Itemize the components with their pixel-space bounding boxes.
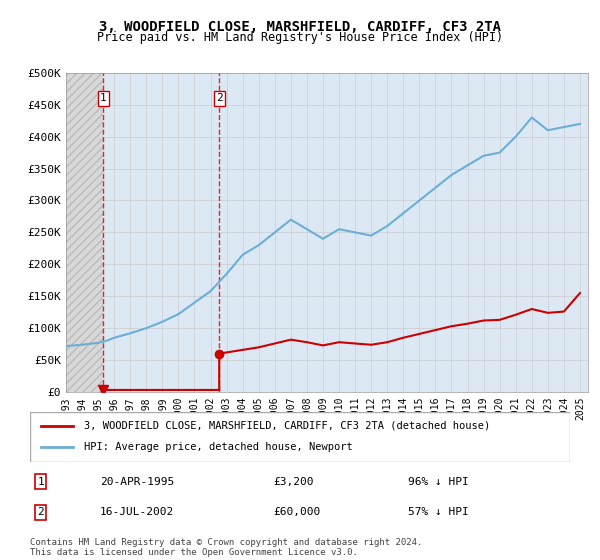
Text: £60,000: £60,000 bbox=[273, 507, 320, 517]
Text: Price paid vs. HM Land Registry's House Price Index (HPI): Price paid vs. HM Land Registry's House … bbox=[97, 31, 503, 44]
Text: 1: 1 bbox=[37, 477, 44, 487]
Text: 1: 1 bbox=[100, 94, 106, 104]
Text: HPI: Average price, detached house, Newport: HPI: Average price, detached house, Newp… bbox=[84, 442, 353, 452]
Text: 96% ↓ HPI: 96% ↓ HPI bbox=[408, 477, 469, 487]
Text: 2: 2 bbox=[37, 507, 44, 517]
FancyBboxPatch shape bbox=[30, 412, 570, 462]
Text: 57% ↓ HPI: 57% ↓ HPI bbox=[408, 507, 469, 517]
Text: 16-JUL-2002: 16-JUL-2002 bbox=[100, 507, 175, 517]
Bar bbox=[66, 73, 103, 392]
Text: Contains HM Land Registry data © Crown copyright and database right 2024.
This d: Contains HM Land Registry data © Crown c… bbox=[30, 538, 422, 557]
Text: 3, WOODFIELD CLOSE, MARSHFIELD, CARDIFF, CF3 2TA: 3, WOODFIELD CLOSE, MARSHFIELD, CARDIFF,… bbox=[99, 20, 501, 34]
Text: £3,200: £3,200 bbox=[273, 477, 314, 487]
Text: 3, WOODFIELD CLOSE, MARSHFIELD, CARDIFF, CF3 2TA (detached house): 3, WOODFIELD CLOSE, MARSHFIELD, CARDIFF,… bbox=[84, 421, 490, 431]
Text: 20-APR-1995: 20-APR-1995 bbox=[100, 477, 175, 487]
Text: 2: 2 bbox=[216, 94, 223, 104]
